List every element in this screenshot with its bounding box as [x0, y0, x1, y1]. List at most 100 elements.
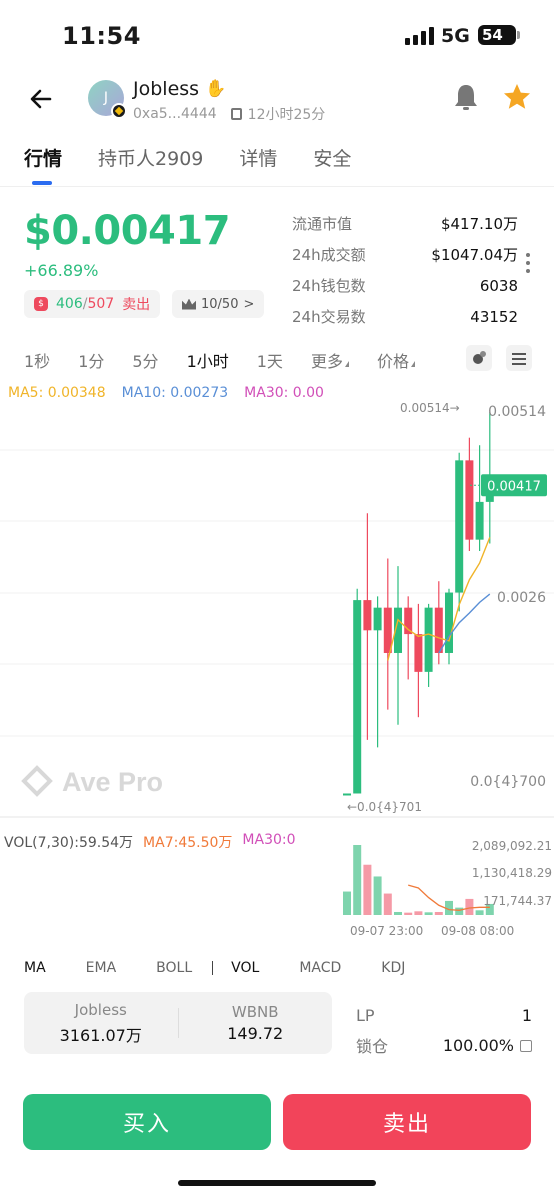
high-price-marker: 0.00514→: [400, 401, 460, 415]
pool-token-b-name: WBNB: [231, 1003, 279, 1021]
volume-bar: [424, 912, 433, 915]
current-price-tag-label: 0.00417: [487, 479, 541, 494]
indicator-separator: [212, 961, 214, 975]
external-link-icon[interactable]: [520, 1040, 532, 1052]
buy-button[interactable]: 买入: [23, 1094, 271, 1150]
indicator-macd[interactable]: MACD: [299, 960, 342, 976]
indicator-tabs: MA EMA BOLL VOL MACD KDJ: [24, 960, 445, 976]
lock-row[interactable]: 锁仓 100.00%: [356, 1030, 532, 1060]
indicator-ma[interactable]: MA: [24, 960, 46, 976]
tab-security[interactable]: 安全: [313, 148, 352, 170]
crown-icon: [182, 298, 196, 310]
stat-label: 流通市值: [292, 215, 353, 233]
indicator-kdj[interactable]: KDJ: [381, 960, 406, 976]
candle-body: [383, 607, 392, 653]
volume-bar: [445, 900, 453, 915]
candle-body: [373, 607, 382, 631]
candle-body: [363, 600, 372, 631]
volume-axis-label: 1,130,418.29: [472, 866, 552, 880]
chart-settings-icon[interactable]: [506, 345, 532, 371]
interval-1d[interactable]: 1天: [256, 352, 283, 371]
interval-1m[interactable]: 1分: [78, 352, 105, 371]
interval-selector: 1秒 1分 5分 1小时 1天 更多 价格: [24, 348, 443, 372]
volume-legend: VOL(7,30):59.54万 MA7:45.50万 MA30:0: [4, 832, 296, 852]
more-options-icon[interactable]: [526, 253, 530, 275]
vol-label: VOL(7,30):59.54万: [4, 835, 134, 851]
market-stats: 流通市值 $417.10万 24h成交额 $1047.04万 24h钱包数 6038 …: [292, 208, 518, 332]
price-type-dropdown[interactable]: 价格: [377, 348, 415, 372]
chevron-right-icon: >: [243, 296, 255, 312]
volume-ma7-line: [408, 884, 490, 911]
holders-sell-count: 507: [87, 296, 115, 312]
volume-bar: [353, 845, 362, 915]
indicator-vol[interactable]: VOL: [231, 960, 260, 976]
ma10-label: MA10: 0.00273: [121, 385, 229, 401]
vol-ma7-label: MA7:45.50万: [143, 835, 233, 851]
interval-5m[interactable]: 5分: [132, 352, 159, 371]
pool-token-a-amount: 3161.07万: [59, 1025, 142, 1045]
ma5-label: MA5: 0.00348: [8, 385, 106, 401]
copy-icon[interactable]: [230, 108, 242, 120]
bell-icon[interactable]: [452, 82, 480, 112]
main-tabs: 行情 持币人2909 详情 安全: [24, 144, 352, 185]
top-holders-pill[interactable]: 10/50 >: [172, 290, 265, 318]
token-meta: 0xa5...4444 12小时25分: [133, 104, 325, 124]
interval-more-label: 更多: [310, 352, 343, 371]
ma10-line: [438, 593, 491, 654]
interval-more-dropdown[interactable]: 更多: [311, 348, 349, 372]
price-change: +66.89%: [24, 261, 99, 280]
price-axis-label: 0.00514: [488, 404, 546, 420]
token-name: Jobless: [133, 78, 200, 100]
indicator-settings-icon[interactable]: [466, 345, 492, 371]
lp-row: LP 1: [356, 1000, 532, 1030]
volume-bar: [383, 893, 392, 915]
candle-body: [434, 607, 443, 653]
candle-body: [394, 607, 402, 653]
lock-label: 锁仓: [356, 1037, 389, 1056]
volume-bar: [434, 911, 443, 915]
stat-row: 24h钱包数 6038: [292, 270, 518, 301]
price-axis-label: 0.0026: [497, 590, 546, 606]
liquidity-pool-card: Jobless 3161.07万 WBNB 149.72: [24, 992, 332, 1054]
candlestick-chart[interactable]: Ave Pro 0.00514 0.0026 0.0{4}700 0.00514→ ←0.…: [0, 400, 554, 940]
interval-1s[interactable]: 1秒: [24, 352, 51, 371]
tab-market[interactable]: 行情: [24, 144, 62, 185]
price-axis-label: 0.0{4}700: [470, 774, 546, 790]
candle-body: [353, 600, 362, 794]
candle-body: [414, 634, 423, 672]
home-indicator[interactable]: [178, 1180, 376, 1186]
candle-body: [343, 793, 351, 796]
stat-value: 43152: [470, 307, 518, 326]
time-axis-label: 09-08 08:00: [441, 924, 514, 938]
tab-holders[interactable]: 持币人2909: [98, 148, 204, 170]
token-title: Jobless ✋: [133, 78, 226, 100]
time-axis-label: 09-07 23:00: [350, 924, 423, 938]
indicator-ema[interactable]: EMA: [85, 960, 117, 976]
pool-divider: [177, 1008, 179, 1038]
star-icon[interactable]: [502, 82, 532, 112]
dropdown-triangle-icon: [410, 361, 415, 367]
avatar-letter: J: [103, 90, 109, 106]
top-holders-count: 10/50: [201, 296, 239, 312]
lp-value: 1: [521, 1005, 532, 1025]
network-label: 5G: [441, 25, 470, 47]
low-price-marker: ←0.0{4}701: [347, 800, 422, 814]
stat-value: $417.10万: [440, 215, 518, 233]
lock-value: 100.00%: [442, 1035, 514, 1055]
volume-bar: [414, 911, 423, 915]
stat-value: 6038: [479, 276, 518, 295]
pool-token-b: WBNB 149.72: [179, 992, 333, 1054]
ave-logo-icon: [21, 765, 53, 797]
interval-1h[interactable]: 1小时: [186, 352, 229, 371]
tab-details[interactable]: 详情: [239, 148, 278, 170]
current-price: $0.00417: [24, 208, 231, 254]
holders-flow-pill[interactable]: $ 406 / 507 卖出: [24, 290, 161, 318]
volume-axis-label: 2,089,092.21: [472, 839, 552, 853]
stat-row: 流通市值 $417.10万: [292, 208, 518, 239]
back-arrow-icon[interactable]: [26, 84, 56, 114]
stat-label: 24h成交额: [292, 246, 366, 264]
sell-button[interactable]: 卖出: [283, 1094, 531, 1150]
holders-buy-count: 406: [56, 296, 83, 312]
pool-token-a: Jobless 3161.07万: [24, 992, 178, 1054]
indicator-boll[interactable]: BOLL: [156, 960, 193, 976]
